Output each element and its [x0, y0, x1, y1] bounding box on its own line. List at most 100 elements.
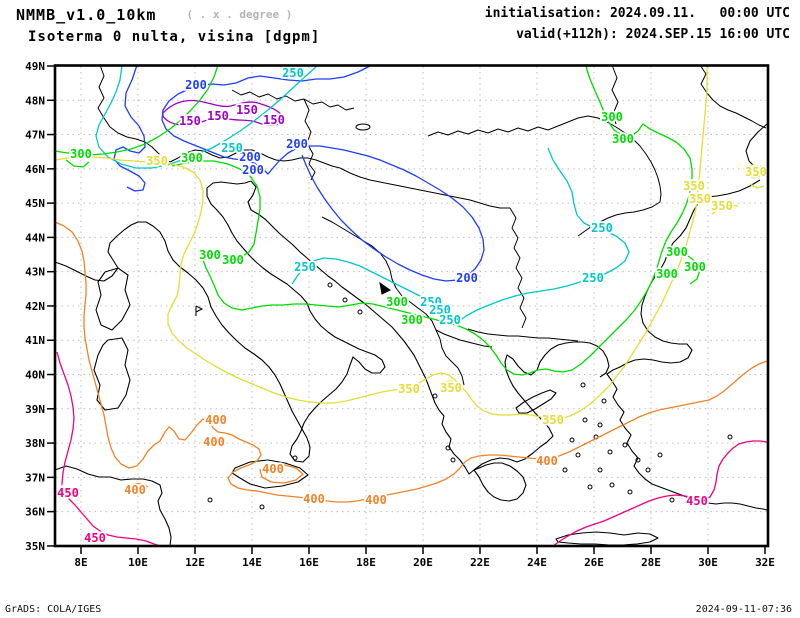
flag-mark — [195, 305, 204, 316]
map-frame — [47, 64, 770, 554]
contour-path-250 — [95, 64, 319, 169]
lat-axis-label: 49N — [25, 60, 45, 73]
contour-label-250: 250 — [221, 141, 243, 155]
contour-label-300: 300 — [70, 147, 92, 161]
small-island — [357, 309, 363, 315]
small-island — [622, 442, 628, 448]
lon-axis-label: 26E — [584, 556, 604, 569]
coastline — [555, 531, 659, 546]
contour-label-350: 350 — [711, 199, 733, 213]
coastline — [231, 459, 309, 489]
small-island — [450, 457, 456, 463]
small-island — [292, 455, 298, 461]
contour-label-200: 200 — [456, 271, 478, 285]
init-time-label: initialisation: 2024.09.11. 00:00 UTC — [484, 6, 790, 21]
contour-path-350 — [54, 65, 708, 420]
lon-axis-label: 16E — [299, 556, 319, 569]
lat-axis-label: 47N — [25, 129, 45, 142]
small-island — [727, 434, 733, 440]
contour-label-250: 250 — [591, 221, 613, 235]
contour-label-300: 300 — [222, 253, 244, 267]
small-island — [207, 497, 213, 503]
lake-outline — [355, 123, 371, 131]
lon-axis-label: 22E — [470, 556, 490, 569]
small-island — [627, 489, 633, 495]
coastline — [473, 462, 527, 502]
country-border — [467, 328, 579, 342]
contour-path-400 — [127, 482, 149, 488]
lat-axis-label: 40N — [25, 369, 45, 382]
contour-path-450 — [552, 440, 768, 547]
lat-axis-label: 39N — [25, 403, 45, 416]
contour-label-400: 400 — [124, 483, 146, 497]
contour-label-350: 350 — [689, 192, 711, 206]
contour-label-200: 200 — [185, 78, 207, 92]
coastline — [54, 180, 386, 463]
contour-label-250: 250 — [439, 313, 461, 327]
small-island — [445, 445, 451, 451]
grads-credit: GrADS: COLA/IGES — [5, 604, 102, 615]
small-island — [582, 417, 588, 423]
contour-label-350: 350 — [683, 179, 705, 193]
lat-axis-label: 45N — [25, 197, 45, 210]
country-border — [303, 98, 316, 181]
country-border — [509, 207, 527, 329]
contour-label-400: 400 — [536, 454, 558, 468]
contour-label-250: 250 — [420, 295, 442, 309]
contour-path-350 — [744, 164, 767, 179]
contour-label-300: 300 — [601, 110, 623, 124]
country-border — [699, 64, 767, 129]
header-row-1: NMMB_v1.0_10km ( . x . degree ) initialisa… — [16, 5, 790, 26]
small-island — [597, 422, 603, 428]
contour-path-150 — [162, 99, 286, 127]
small-island — [342, 297, 348, 303]
small-island — [587, 484, 593, 490]
coastline — [54, 465, 172, 547]
small-island — [607, 449, 613, 455]
small-island — [609, 482, 615, 488]
contour-label-150: 150 — [179, 114, 201, 128]
contour-path-350 — [749, 183, 765, 189]
lat-axis-label: 44N — [25, 231, 45, 244]
contour-label-450: 450 — [57, 486, 79, 500]
small-island — [259, 504, 265, 510]
lon-axis-label: 28E — [641, 556, 661, 569]
country-border — [339, 167, 510, 209]
contour-label-150: 150 — [207, 109, 229, 123]
contour-label-350: 350 — [542, 413, 564, 427]
lon-axis-label: 12E — [185, 556, 205, 569]
country-border — [231, 89, 355, 111]
lat-axis-label: 36N — [25, 506, 45, 519]
header-row-2: Isoterma 0 nulta, visina [dgpm] valid(+11… — [16, 26, 790, 47]
contour-label-400: 400 — [203, 435, 225, 449]
contour-label-250: 250 — [429, 303, 451, 317]
small-island — [669, 497, 675, 503]
contour-label-200: 200 — [239, 150, 261, 164]
contour-path-350 — [441, 380, 459, 386]
contour-label-300: 300 — [181, 151, 203, 165]
contour-label-300: 300 — [386, 295, 408, 309]
axis-labels: 49N 48N 47N 46N 45N 44N 43N 42N 41N 40N 39N 38N 37N 3… — [25, 60, 775, 569]
contour-label-300: 300 — [656, 267, 678, 281]
country-border — [427, 115, 662, 237]
contour-path-300 — [171, 64, 693, 376]
contour-label-250: 250 — [582, 271, 604, 285]
small-island — [645, 467, 651, 473]
contour-label-300: 300 — [666, 245, 688, 259]
contour-label-400: 400 — [365, 493, 387, 507]
country-border — [169, 149, 341, 169]
small-island — [327, 282, 333, 288]
contour-label-300: 300 — [684, 260, 706, 274]
small-island — [432, 393, 438, 399]
lon-axis-label: 8E — [74, 556, 87, 569]
lat-axis-label: 48N — [25, 94, 45, 107]
country-border — [97, 64, 171, 163]
small-island — [562, 467, 568, 473]
contour-label-400: 400 — [205, 413, 227, 427]
contour-lines — [54, 64, 768, 547]
lat-axis-label: 42N — [25, 300, 45, 313]
header: NMMB_v1.0_10km ( . x . degree ) initialisa… — [16, 5, 790, 47]
valid-time-label: valid(+112h): 2024.SEP.15 16:00 UTC — [516, 27, 790, 42]
island-cluster-mark — [379, 281, 391, 295]
contour-path-300 — [54, 64, 219, 156]
